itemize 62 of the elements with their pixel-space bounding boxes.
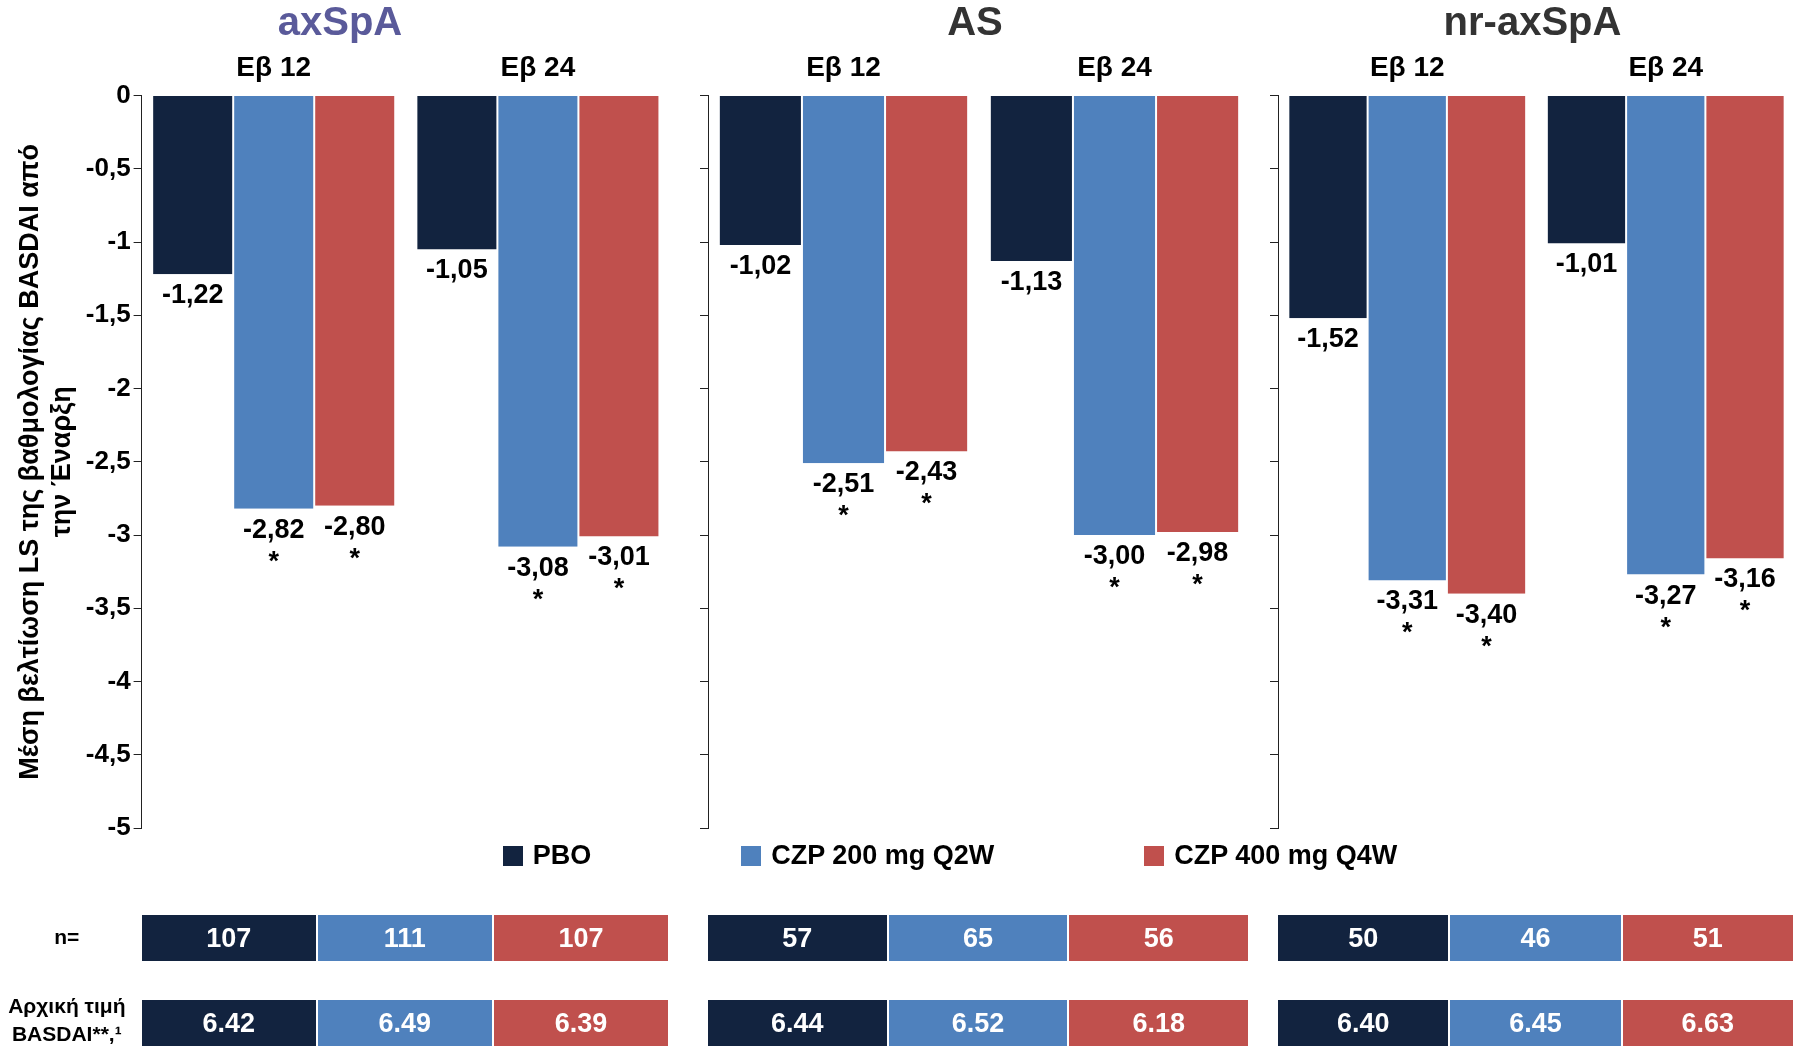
data-label: -3,08 * <box>507 551 569 614</box>
data-label: -3,31 * <box>1376 585 1439 648</box>
x-tick-label: Εβ 12 <box>806 50 881 82</box>
text: 111 <box>317 915 494 961</box>
y-tick-label: -0,5 <box>85 152 131 183</box>
data-label: -1,02 <box>729 249 792 280</box>
data-label: -3,00 * <box>1083 539 1146 602</box>
data-label: -2,98 * <box>1166 537 1229 600</box>
text: 57 <box>708 915 889 961</box>
text: 51 <box>1622 915 1795 961</box>
y-tick-label: -2,5 <box>85 444 131 475</box>
y-tick-label: -1,5 <box>85 298 131 329</box>
x-tick-label: Εβ 24 <box>1628 50 1704 82</box>
y-axis-title: Μέση βελτίωση LS της βαθμολογίας BASDAI από την Έναρξη <box>13 143 77 780</box>
y-tick-label: -5 <box>107 811 131 842</box>
y-tick-label: -2 <box>107 371 131 402</box>
text: 46 <box>1450 915 1623 961</box>
x-tick-label: Εβ 24 <box>1077 50 1153 82</box>
legend-label: PBO <box>532 840 592 871</box>
data-label: -3,01 * <box>588 541 650 604</box>
data-label: -2,82 * <box>242 513 305 576</box>
text: 6.52 <box>888 1000 1070 1046</box>
data-label: -1,22 <box>161 279 224 310</box>
text: 6.45 <box>1450 1000 1623 1046</box>
legend-label: CZP 200 mg Q2W <box>771 840 995 871</box>
text: 65 <box>888 915 1070 961</box>
x-tick-label: Εβ 12 <box>236 50 312 82</box>
chart-title: AS <box>947 0 1003 44</box>
y-tick-label: -4,5 <box>85 737 131 768</box>
text: n= <box>53 924 81 950</box>
x-tick-label: Εβ 24 <box>500 50 576 82</box>
data-label: -2,80 * <box>323 510 386 573</box>
y-tick-label: -1 <box>107 225 131 256</box>
chart-title: nr-axSpA <box>1443 0 1622 44</box>
text: 6.44 <box>708 1000 889 1046</box>
data-label: -1,52 <box>1297 323 1359 354</box>
data-label: -3,40 * <box>1455 598 1518 661</box>
text: 107 <box>141 915 318 961</box>
data-label: -3,27 * <box>1634 579 1697 642</box>
text: 107 <box>493 915 670 961</box>
data-label: -1,13 <box>1000 266 1063 297</box>
text: 50 <box>1278 915 1451 961</box>
data-label: -1,01 <box>1555 248 1618 279</box>
text: 6.39 <box>493 1000 670 1046</box>
text: 56 <box>1069 915 1250 961</box>
text: 6.42 <box>141 1000 318 1046</box>
chart-title: axSpA <box>277 0 403 44</box>
text: 6.40 <box>1278 1000 1451 1046</box>
x-tick-label: Εβ 12 <box>1369 50 1445 82</box>
y-tick-label: -3 <box>107 518 131 549</box>
data-label: -3,16 * <box>1714 563 1776 626</box>
y-tick-label: -3,5 <box>85 591 131 622</box>
y-tick-label: 0 <box>116 78 131 109</box>
legend-label: CZP 400 mg Q4W <box>1174 840 1398 871</box>
data-label: -1,05 <box>426 254 488 285</box>
y-tick-label: -4 <box>107 664 132 695</box>
text: 6.18 <box>1069 1000 1250 1046</box>
text: 6.49 <box>317 1000 494 1046</box>
data-label: -2,43 * <box>895 456 958 519</box>
text: Αρχική τιμή BASDAI**,¹ <box>7 993 127 1047</box>
text: 6.63 <box>1622 1000 1795 1046</box>
data-label: -2,51 * <box>812 468 875 531</box>
